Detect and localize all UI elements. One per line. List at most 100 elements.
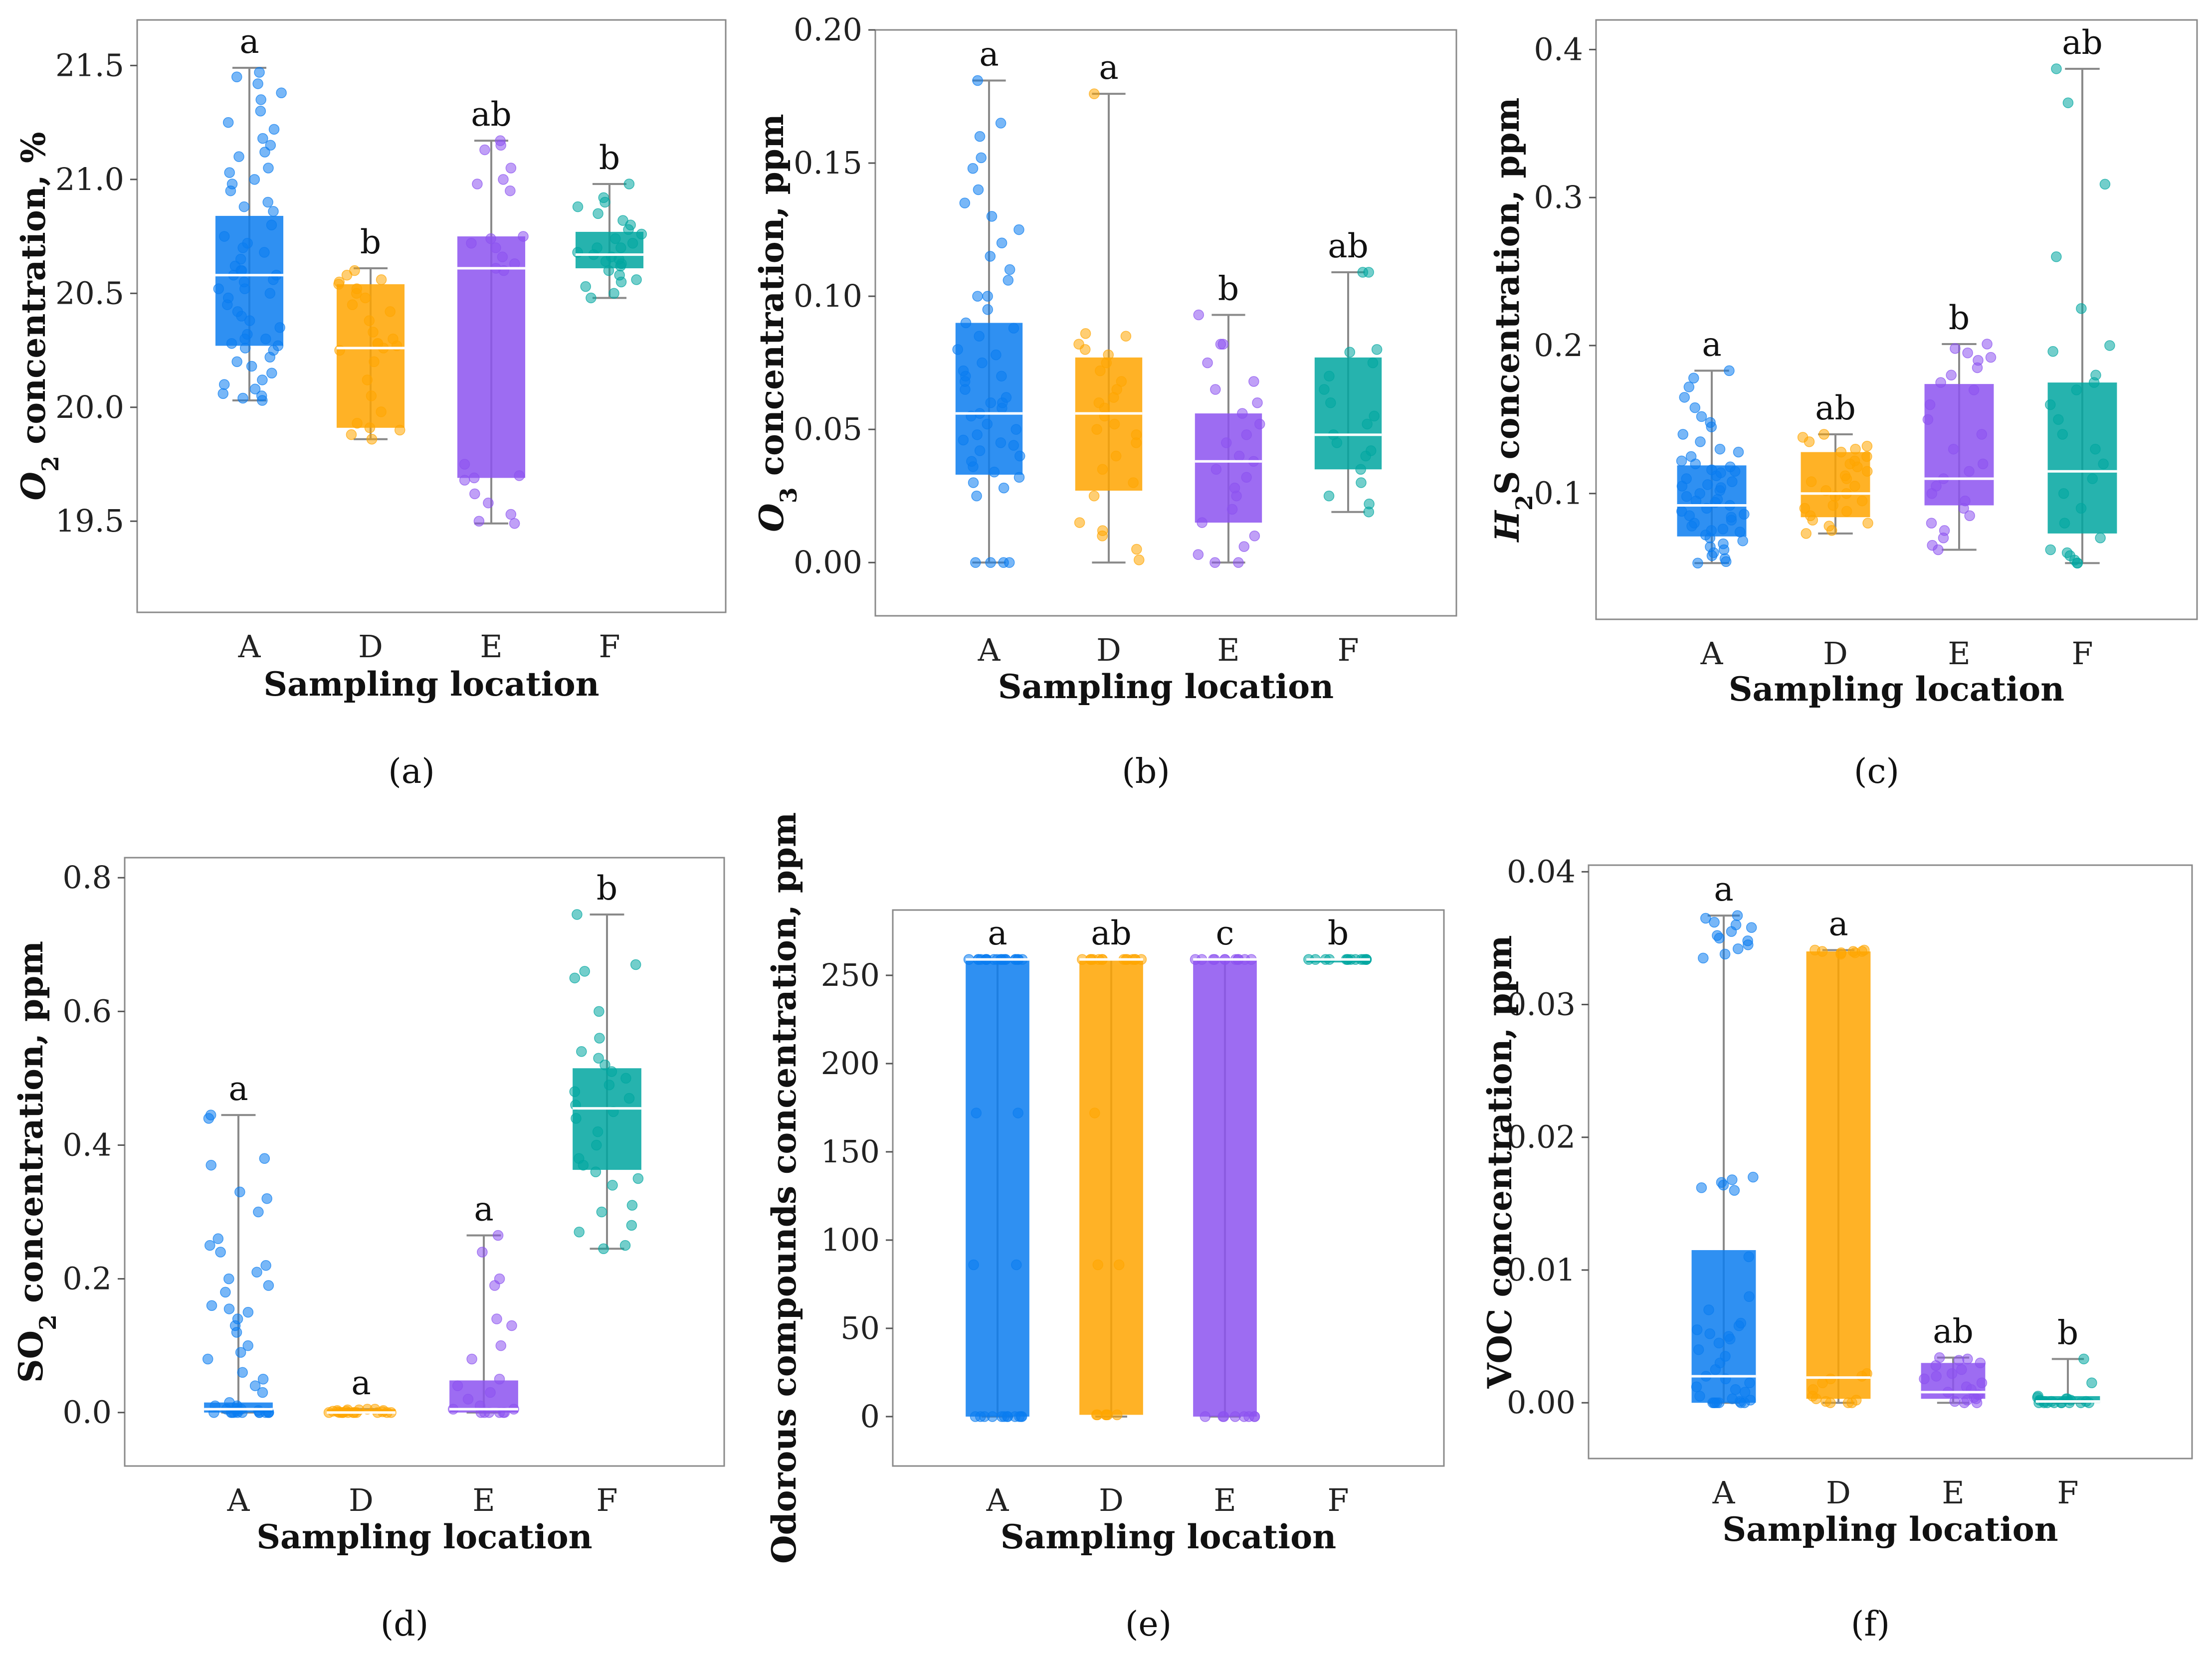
significance-letter: a [351,1364,371,1402]
x-tick-label: F [599,628,620,665]
data-point [259,147,270,158]
data-point [204,1240,215,1251]
data-point [985,251,996,262]
data-point [594,1033,605,1044]
y-axis-title: H2S concentration, ppm [1488,97,1538,543]
box-iqr [336,284,405,428]
data-point [2104,340,2115,351]
data-point [569,972,581,984]
data-point [231,71,242,82]
data-point [997,402,1007,414]
data-point [615,260,626,272]
data-point [1356,477,1367,488]
data-point [1074,517,1085,528]
data-point [1003,275,1014,286]
data-point [260,1260,271,1271]
data-point [952,344,963,355]
data-point [1131,544,1142,555]
data-point [1733,446,1744,458]
x-tick-label: D [349,1482,374,1518]
data-point [995,118,1006,129]
category-A: aA [202,1070,274,1518]
data-point [606,1066,617,1077]
data-point [982,418,993,430]
data-point [1013,472,1025,483]
data-point [469,488,480,500]
plot-frame [1588,864,2193,1460]
data-point [986,211,998,222]
data-point [1362,418,1373,430]
data-point [1982,339,1993,350]
data-point [1079,344,1091,355]
data-point [242,1340,253,1351]
data-point [1092,1259,1104,1271]
data-point [1841,506,1852,517]
data-point [1956,1364,1967,1375]
data-point [1817,1377,1828,1389]
x-tick-label: F [1327,1482,1349,1518]
data-point [1101,357,1112,368]
x-tick-label: E [1942,1474,1964,1511]
data-point [509,518,520,529]
x-tick-label: F [1337,632,1359,668]
data-point [479,144,490,156]
data-point [586,292,597,304]
data-point [1694,1391,1705,1402]
x-tick-label: D [1096,632,1121,668]
data-point [598,1243,609,1255]
data-point [1237,408,1248,419]
data-point [1718,544,1730,555]
y-tick-label: 20.5 [55,275,124,311]
y-tick-label: 0.8 [62,859,112,896]
data-point [1367,357,1379,368]
data-point [1369,410,1380,422]
data-point [351,288,362,299]
panel-label: (f) [1851,1605,1890,1644]
data-point [974,331,985,342]
data-point [1711,470,1722,481]
data-point [368,327,379,338]
data-point [569,1086,581,1097]
y-tick-label: 0.05 [794,411,862,447]
data-point [1710,1364,1721,1375]
data-point [237,1367,248,1378]
data-point [1252,397,1263,408]
data-point [1108,392,1119,403]
data-point [974,131,986,142]
data-point [459,459,470,470]
data-point [1215,339,1226,350]
data-point [989,466,1000,478]
data-point [593,208,603,219]
data-point [505,509,517,520]
data-point [626,1220,637,1231]
data-point [1248,376,1259,387]
data-point [369,356,380,368]
data-point [2051,63,2062,74]
data-point [1739,1387,1751,1398]
data-point [483,497,494,509]
data-point [2058,488,2069,499]
data-point [1714,485,1726,496]
data-point [472,179,483,189]
significance-letter: a [474,1190,493,1228]
y-tick-label: 0.6 [62,993,112,1029]
data-point [982,304,994,315]
data-point [996,370,1007,382]
significance-letter: a [979,35,999,73]
category-D: ab D [1797,389,1873,672]
data-point [222,299,233,310]
significance-letter: c [1216,914,1234,952]
data-point [1693,1344,1704,1355]
data-point [224,167,235,178]
data-point [364,422,376,433]
data-point [276,87,287,98]
data-point [630,959,641,970]
y-tick-label: 0.4 [62,1126,112,1163]
data-point [1933,544,1944,555]
category-E: aE [447,1190,519,1518]
significance-letter: a [228,1070,248,1108]
data-point [1702,479,1713,490]
data-point [249,383,261,394]
data-point [260,333,271,345]
